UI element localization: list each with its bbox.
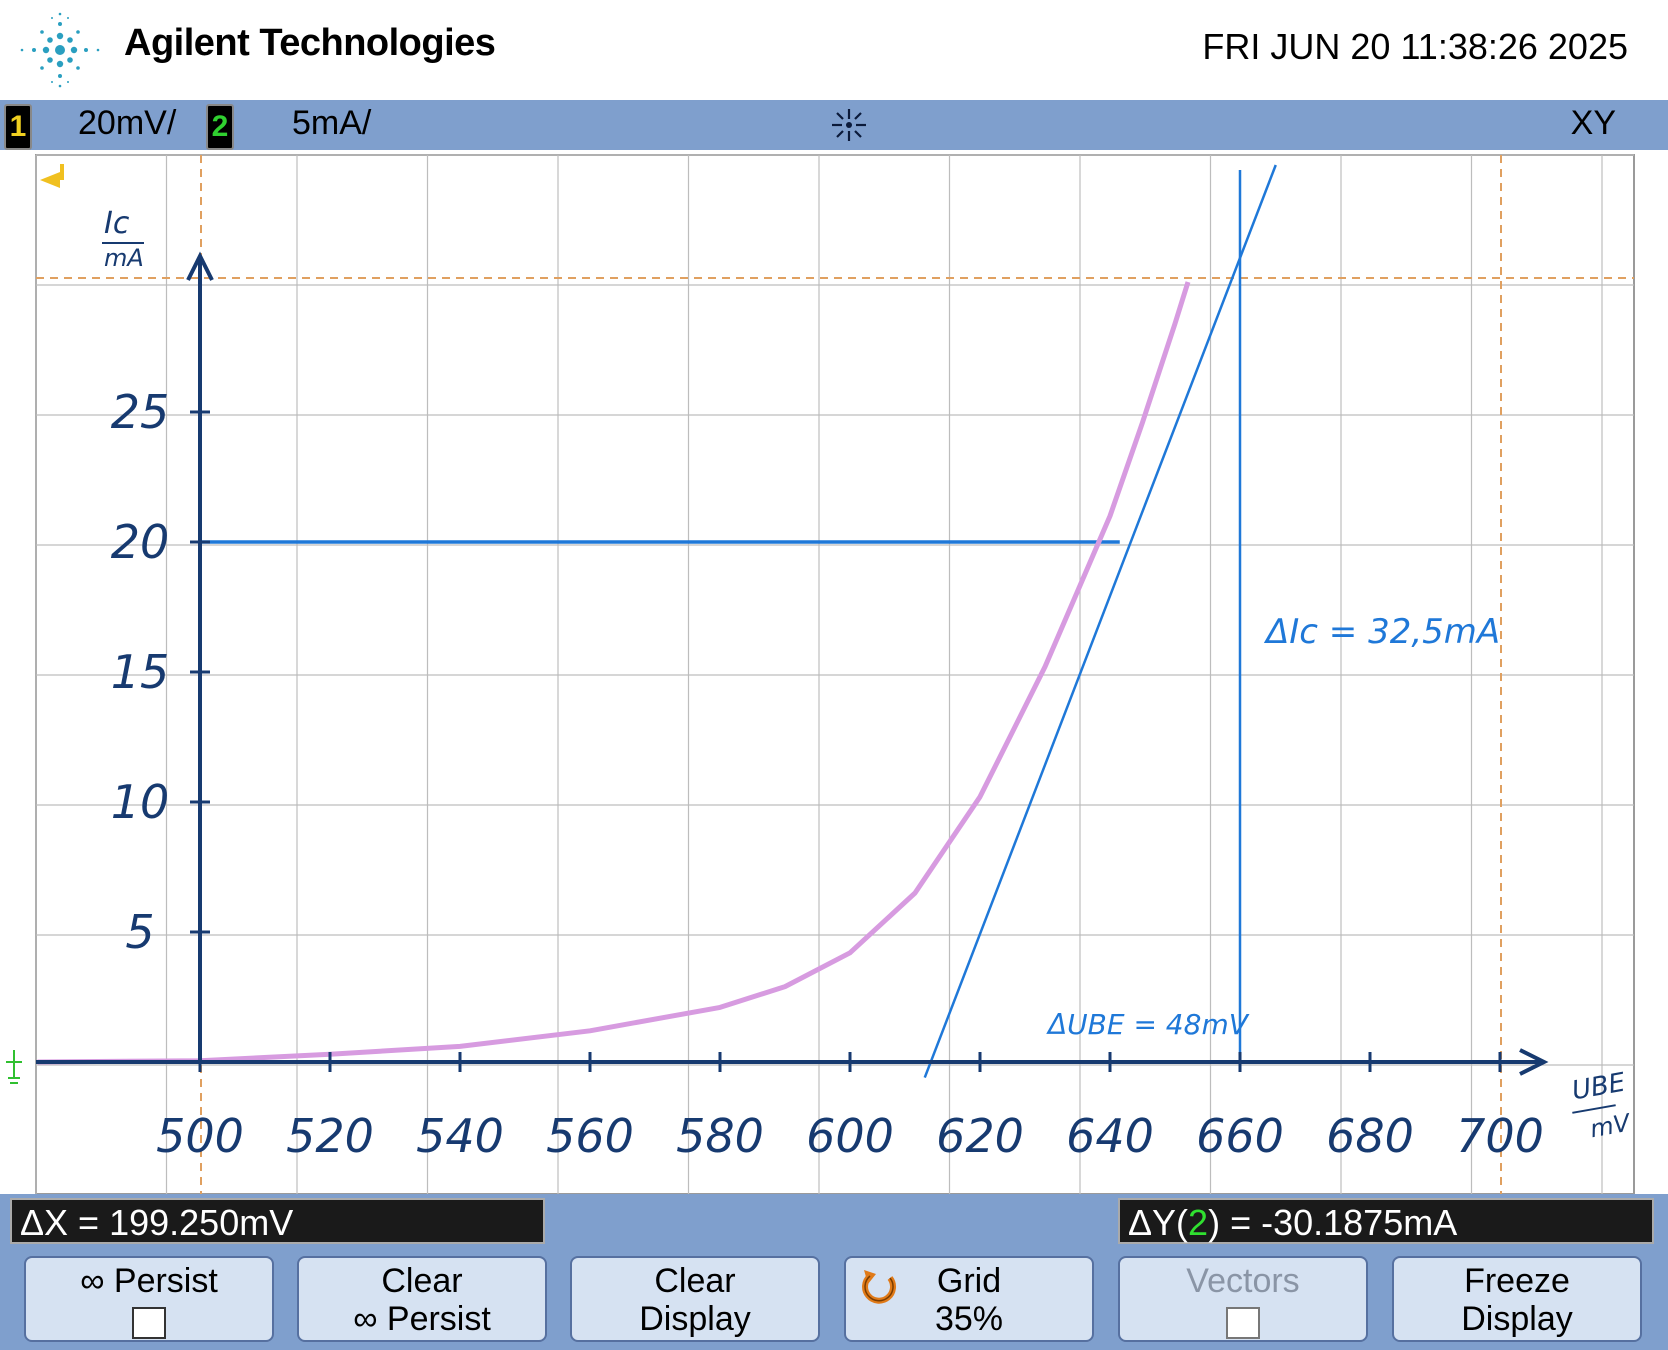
y-tick-label: 15: [111, 645, 170, 699]
x-tick-label: 500: [156, 1109, 244, 1163]
channel-1-badge[interactable]: 1: [4, 104, 32, 150]
channel-2-ground-marker-icon: [6, 1050, 22, 1084]
curve-series-0: [37, 281, 1191, 1065]
freeze-display-softkey[interactable]: Freeze Display: [1392, 1256, 1642, 1342]
delta-x-readout: ΔX = 199.250mV: [10, 1198, 545, 1244]
persist-checkbox[interactable]: [132, 1307, 166, 1340]
y-axis-arrow-icon: [186, 251, 214, 281]
softkey-bar: ∞ Persist Clear ∞ Persist Clear Display …: [0, 1250, 1668, 1350]
tangent-line: [923, 164, 1277, 1079]
clear-display-softkey[interactable]: Clear Display: [570, 1256, 820, 1342]
xy-plot-area: 500 520 540 560 580 600 620 640 660 680 700 5 10 15 20…: [0, 150, 1668, 1194]
x-tick-label: 560: [546, 1109, 634, 1163]
grid-softkey[interactable]: Grid 35%: [844, 1256, 1094, 1342]
y-axis-label-bottom: mA: [104, 244, 144, 272]
channel-2-badge[interactable]: 2: [206, 104, 234, 150]
y-tick-label: 5: [125, 905, 154, 959]
reference-lines: [200, 164, 1277, 1079]
channel-1-ground-marker-icon: [40, 164, 64, 188]
trigger-spark-icon: [832, 109, 866, 141]
persist-softkey[interactable]: ∞ Persist: [24, 1256, 274, 1342]
x-tick-label: 600: [806, 1109, 894, 1163]
x-tick-label: 700: [1456, 1109, 1544, 1163]
cursor-readouts: ΔX = 199.250mV ΔY(2) = -30.1875mA: [0, 1194, 1668, 1250]
vectors-checkbox[interactable]: [1226, 1307, 1260, 1340]
brand-name: Agilent Technologies: [124, 22, 496, 64]
x-tick-label: 540: [416, 1109, 504, 1163]
vectors-softkey[interactable]: Vectors: [1118, 1256, 1368, 1342]
x-tick-label: 580: [676, 1109, 764, 1163]
y-axis-label-top: Ic: [104, 206, 130, 241]
header-bar: Agilent Technologies FRI JUN 20 11:38:26…: [0, 0, 1668, 100]
x-tick-label: 640: [1066, 1109, 1154, 1163]
y-tick-label: 20: [111, 515, 170, 569]
y-tick-label: 25: [111, 385, 170, 439]
y-axis-label-divider: [102, 242, 144, 244]
y-tick-label: 10: [111, 775, 170, 829]
agilent-spark-logo-icon: [20, 12, 100, 88]
axis-labels: 500 520 540 560 580 600 620 640 660 680 700 5 10 15 20…: [111, 385, 1544, 1163]
x-axis-arrow-icon: [1519, 1048, 1549, 1076]
display-mode: XY: [1570, 104, 1616, 142]
measured-curve: [37, 281, 1191, 1065]
clear-persist-softkey[interactable]: Clear ∞ Persist: [297, 1256, 547, 1342]
channel-1-scale: 20mV/: [78, 104, 177, 142]
x-tick-label: 680: [1326, 1109, 1414, 1163]
x-tick-label: 620: [936, 1109, 1024, 1163]
delta-y-readout: ΔY(2) = -30.1875mA: [1118, 1198, 1654, 1244]
graticule-grid: [6, 154, 1635, 1194]
delta-ube-annotation: ΔUBE = 48mV: [1048, 1008, 1248, 1041]
x-tick-label: 660: [1196, 1109, 1284, 1163]
status-bar: 1 20mV/ 2 5mA/ XY: [0, 100, 1668, 150]
hand-drawn-axes: [36, 251, 1549, 1076]
channel-2-scale: 5mA/: [292, 104, 372, 142]
date-time: FRI JUN 20 11:38:26 2025: [1202, 26, 1628, 67]
x-tick-label: 520: [286, 1109, 374, 1163]
delta-ic-annotation: ΔIc = 32,5mA: [1266, 612, 1501, 652]
xy-plot: 500 520 540 560 580 600 620 640 660 680 700 5 10 15 20…: [6, 154, 1635, 1194]
delta-y-channel: 2: [1188, 1202, 1209, 1243]
rotate-knob-icon: [862, 1270, 897, 1304]
